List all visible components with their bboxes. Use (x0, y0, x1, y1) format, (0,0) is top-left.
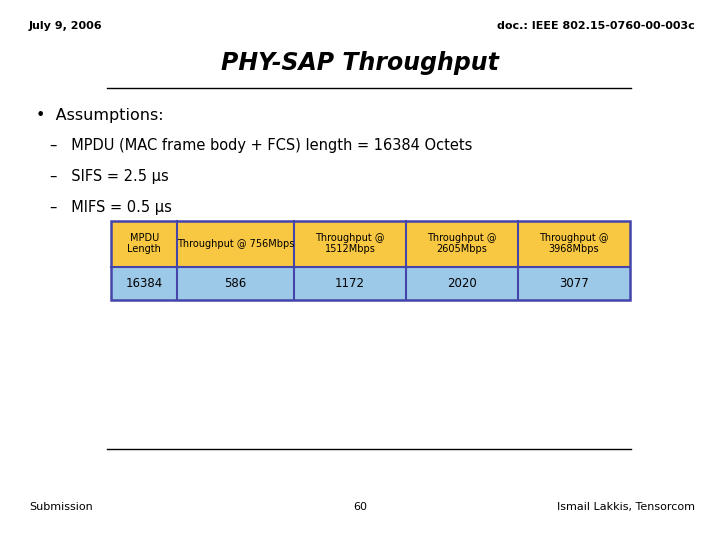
Bar (294, 267, 406, 300)
Bar (111, 267, 177, 300)
Bar (294, 221, 406, 267)
Text: •  Assumptions:: • Assumptions: (36, 108, 163, 123)
Text: –   MPDU (MAC frame body + FCS) length = 16384 Octets: – MPDU (MAC frame body + FCS) length = 1… (50, 138, 473, 153)
Text: 2020: 2020 (447, 276, 477, 289)
Text: 1172: 1172 (335, 276, 365, 289)
Bar (518, 221, 630, 267)
Text: 16384: 16384 (125, 276, 163, 289)
Bar (111, 221, 177, 267)
Text: July 9, 2006: July 9, 2006 (29, 21, 102, 31)
Text: –   MIFS = 0.5 μs: – MIFS = 0.5 μs (50, 200, 172, 215)
Text: Ismail Lakkis, Tensorcom: Ismail Lakkis, Tensorcom (557, 502, 695, 512)
Text: 3077: 3077 (559, 276, 589, 289)
Text: 60: 60 (353, 502, 367, 512)
Text: Throughput @
1512Mbps: Throughput @ 1512Mbps (315, 233, 384, 254)
Text: Throughput @ 756Mbps: Throughput @ 756Mbps (177, 239, 294, 248)
Bar (406, 267, 518, 300)
Text: Throughput @
3968Mbps: Throughput @ 3968Mbps (539, 233, 609, 254)
Bar (518, 267, 630, 300)
Text: –   SIFS = 2.5 μs: – SIFS = 2.5 μs (50, 169, 169, 184)
Text: MPDU
Length: MPDU Length (127, 233, 161, 254)
Bar (177, 267, 294, 300)
Text: PHY-SAP Throughput: PHY-SAP Throughput (221, 51, 499, 75)
Text: Throughput @
2605Mbps: Throughput @ 2605Mbps (427, 233, 497, 254)
Text: 586: 586 (225, 276, 247, 289)
Text: doc.: IEEE 802.15-0760-00-003c: doc.: IEEE 802.15-0760-00-003c (497, 21, 695, 31)
Bar (111, 221, 630, 300)
Bar (177, 221, 294, 267)
Bar (406, 221, 518, 267)
Text: Submission: Submission (29, 502, 93, 512)
